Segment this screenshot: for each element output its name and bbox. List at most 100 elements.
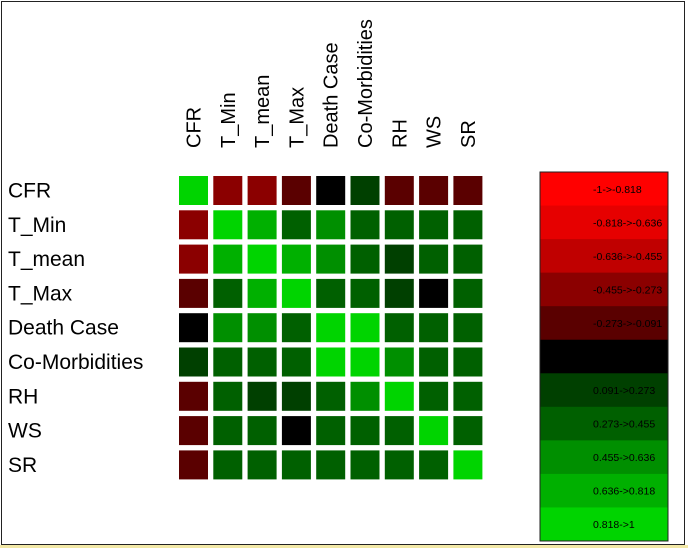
heatmap-cell-6-3: [281, 381, 311, 411]
legend-label-8: 0.455->0.636: [593, 452, 655, 464]
heatmap-cell-0-0: [179, 176, 208, 205]
heatmap-cell-2-8: [453, 244, 483, 274]
heatmap-cell-6-6: [384, 381, 414, 411]
heatmap-cell-6-7: [419, 381, 449, 411]
heatmap-cell-3-0: [179, 278, 208, 308]
column-label-6: RH: [389, 119, 411, 148]
row-label-1: T_Min: [8, 214, 66, 237]
legend-swatch-6: [540, 373, 668, 408]
column-label-5: Co-Morbidities: [355, 19, 377, 148]
heatmap-cell-3-1: [213, 278, 243, 308]
heatmap-cell-5-1: [213, 347, 243, 377]
heatmap-cell-1-6: [384, 210, 414, 240]
heatmap-cell-2-3: [281, 244, 311, 274]
heatmap-cell-8-8: [453, 450, 483, 480]
row-label-6: RH: [8, 385, 38, 408]
column-label-4: Death Case: [321, 42, 343, 148]
column-label-8: SR: [458, 120, 480, 148]
heatmap-cell-8-2: [247, 450, 277, 480]
heatmap-cell-1-4: [316, 210, 346, 240]
heatmap-cell-7-5: [350, 416, 380, 446]
heatmap-cell-2-4: [316, 244, 346, 274]
heatmap-cell-3-8: [453, 278, 483, 308]
heatmap-cell-0-8: [453, 176, 483, 205]
heatmap-cell-3-6: [384, 278, 414, 308]
heatmap-cell-2-1: [213, 244, 243, 274]
heatmap-cell-8-5: [350, 450, 380, 480]
heatmap-cell-4-5: [350, 313, 380, 343]
heatmap-cell-7-3: [281, 416, 311, 446]
row-label-8: SR: [8, 454, 37, 477]
heatmap-cell-2-7: [419, 244, 449, 274]
heatmap-cell-3-7: [419, 278, 449, 308]
heatmap-cell-7-1: [213, 416, 243, 446]
column-label-2: T_mean: [252, 75, 274, 148]
heatmap-cell-5-6: [384, 347, 414, 377]
legend-label-6: 0.091->0.273: [593, 385, 655, 397]
row-label-3: T_Max: [8, 282, 73, 305]
heatmap-cell-8-1: [213, 450, 243, 480]
heatmap-cell-5-7: [419, 347, 449, 377]
heatmap-cell-8-7: [419, 450, 449, 480]
heatmap-cell-5-3: [281, 347, 311, 377]
heatmap-cell-0-1: [213, 176, 243, 205]
heatmap-cell-2-2: [247, 244, 277, 274]
row-label-4: Death Case: [8, 317, 119, 340]
column-label-3: T_Max: [286, 87, 308, 148]
heatmap-cell-6-2: [247, 381, 277, 411]
column-labels: CFR T_Min T_mean T_Max Death Case Co-Morbidit…: [184, 19, 480, 148]
legend-label-2: -0.636->-0.455: [593, 251, 662, 263]
heatmap-cell-8-3: [281, 450, 311, 480]
heatmap-cell-1-7: [419, 210, 449, 240]
heatmap-cell-5-8: [453, 347, 483, 377]
heatmap-cell-6-4: [316, 381, 346, 411]
column-label-7: WS: [424, 116, 446, 148]
heatmap-cell-4-6: [384, 313, 414, 343]
heatmap-cell-0-2: [247, 176, 277, 205]
heatmap-cell-6-8: [453, 381, 483, 411]
bottom-border: [0, 545, 688, 548]
heatmap-cell-6-5: [350, 381, 380, 411]
legend-swatch-3: [540, 272, 668, 307]
heatmap-cell-8-0: [179, 450, 208, 480]
heatmap-cell-1-5: [350, 210, 380, 240]
heatmap-cell-4-1: [213, 313, 243, 343]
row-labels: CFR T_Min T_mean T_Max Death Case Co-Morbidit…: [8, 180, 143, 477]
heatmap-cell-3-4: [316, 278, 346, 308]
legend-label-5: -0.091->0.091: [593, 352, 659, 364]
legend-label-1: -0.818->-0.636: [593, 217, 662, 229]
heatmap-cell-0-5: [350, 176, 380, 205]
heatmap-cell-4-4: [316, 313, 346, 343]
legend-label-0: -1->-0.818: [593, 184, 642, 196]
heatmap-cell-1-2: [247, 210, 277, 240]
heatmap-cell-0-6: [384, 176, 414, 205]
heatmap-cell-7-7: [419, 416, 449, 446]
row-label-7: WS: [8, 420, 42, 443]
legend-label-3: -0.455->-0.273: [593, 284, 662, 296]
legend-swatch-8: [540, 440, 668, 475]
heatmap-cell-0-3: [281, 176, 311, 205]
heatmap-cell-1-1: [213, 210, 243, 240]
heatmap-cell-4-3: [281, 313, 311, 343]
column-label-1: T_Min: [218, 92, 240, 148]
heatmap-cell-5-5: [350, 347, 380, 377]
heatmap-cell-3-3: [281, 278, 311, 308]
legend-swatch-10: [540, 507, 668, 542]
heatmap-cell-2-0: [179, 244, 208, 274]
legend-label-10: 0.818->1: [593, 519, 635, 531]
heatmap-cell-1-8: [453, 210, 483, 240]
legend-swatch-1: [540, 205, 668, 240]
legend-label-7: 0.273->0.455: [593, 419, 655, 431]
heatmap-cell-5-4: [316, 347, 346, 377]
heatmap-cell-4-7: [419, 313, 449, 343]
heatmap-cell-0-4: [316, 176, 346, 205]
legend-swatch-9: [540, 473, 668, 508]
color-legend: -1->-0.818 -0.818->-0.636 -0.636->-0.455 -0…: [539, 171, 669, 542]
heatmap-cell-7-4: [316, 416, 346, 446]
heatmap-cell-5-2: [247, 347, 277, 377]
legend-swatch-4: [540, 306, 668, 341]
heatmap-cell-5-0: [179, 347, 208, 377]
